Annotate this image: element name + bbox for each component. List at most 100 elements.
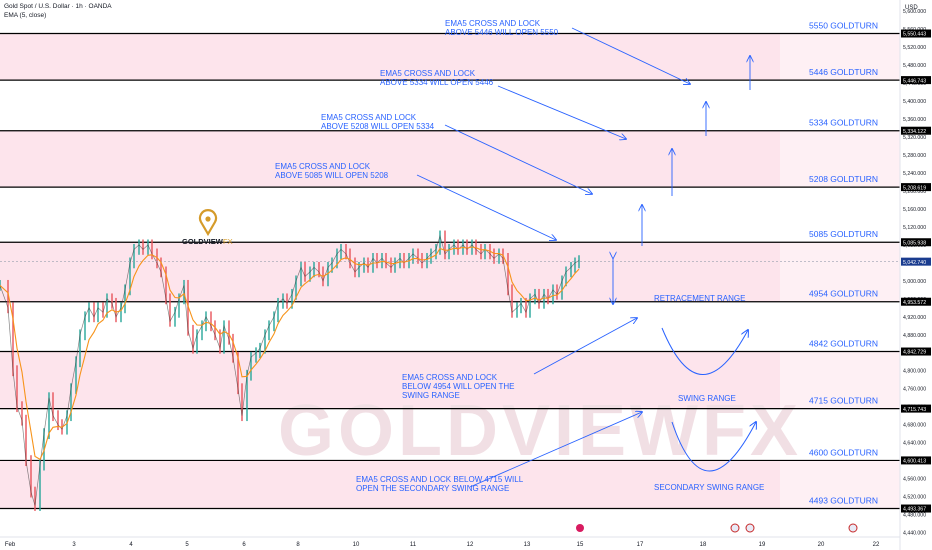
y-tick-label: 4,680.000 — [903, 423, 926, 429]
price-line — [0, 234, 580, 506]
zone-band — [0, 460, 900, 509]
level-price-tag — [901, 29, 931, 38]
level-price-tag-label: 4,600.413 — [903, 459, 926, 465]
y-tick-label: 5,400.000 — [903, 99, 926, 105]
x-tick-label: 19 — [759, 542, 766, 548]
x-tick-label: 11 — [410, 542, 417, 548]
x-tick-label: 20 — [818, 542, 825, 548]
y-tick-label: 5,240.000 — [903, 171, 926, 177]
annotation-text: ABOVE 5334 WILL OPEN 5446 — [380, 78, 494, 87]
current-price-tag-label: 5,042.740 — [903, 260, 926, 266]
projection-arrow — [469, 412, 642, 488]
symbol-title: Gold Spot / U.S. Dollar · 1h · OANDA — [4, 3, 112, 10]
indicator-label[interactable]: EMA (5, close) — [4, 12, 47, 19]
zone-band — [0, 242, 900, 302]
level-price-tag-label: 5,334.122 — [903, 129, 926, 135]
y-tick-label: 4,520.000 — [903, 495, 926, 501]
annotation-text: OPEN THE SECONDARY SWING RANGE — [356, 484, 509, 493]
annotation-text: EMA5 CROSS AND LOCK — [380, 69, 476, 78]
range-label: SECONDARY SWING RANGE — [654, 483, 764, 492]
goldview-logo: GOLDVIEW FX — [182, 209, 233, 246]
y-tick-label: 5,480.000 — [903, 63, 926, 69]
x-tick-label: 13 — [524, 542, 531, 548]
annotation-text: ABOVE 5208 WILL OPEN 5334 — [321, 122, 435, 131]
y-tick-label: 5,520.000 — [903, 45, 926, 51]
level-label: 5085 GOLDTURN — [809, 229, 878, 239]
y-tick-label: 5,440.000 — [903, 81, 926, 87]
logo-mark-icon — [198, 209, 218, 237]
level-label: 5446 GOLDTURN — [809, 67, 878, 77]
logo-dot-icon — [205, 216, 211, 222]
level-label: 4600 GOLDTURN — [809, 447, 878, 457]
event-icon — [576, 524, 584, 532]
logo-brand-right: FX — [223, 237, 233, 246]
annotation-text: EMA5 CROSS AND LOCK — [402, 373, 498, 382]
level-label: 4715 GOLDTURN — [809, 396, 878, 406]
annotation-text: EMA5 CROSS AND LOCK BELOW 4715 WILL — [356, 475, 524, 484]
level-label: 5208 GOLDTURN — [809, 174, 878, 184]
x-tick-label: Feb — [5, 542, 16, 548]
y-tick-label: 4,480.000 — [903, 513, 926, 519]
level-price-tag-label: 5,550.443 — [903, 32, 926, 38]
event-markers — [576, 523, 858, 533]
annotation-text: EMA5 CROSS AND LOCK — [275, 162, 371, 171]
level-price-tag — [901, 183, 931, 192]
level-lines: 5550 GOLDTURN 5446 GOLDTURN 5334 GOLDTURN 5… — [0, 21, 900, 510]
x-tick-label: 22 — [873, 542, 880, 548]
y-tick-label: 5,360.000 — [903, 117, 926, 123]
annotation-text: ABOVE 5446 WILL OPEN 5550 — [445, 28, 559, 37]
level-price-tag — [901, 404, 931, 413]
annotation-text: EMA5 CROSS AND LOCK — [445, 19, 541, 28]
level-price-tag — [901, 504, 931, 513]
level-price-tag — [901, 456, 931, 465]
level-price-tag — [901, 347, 931, 356]
x-tick-label: 18 — [700, 542, 707, 548]
level-label: 4493 GOLDTURN — [809, 496, 878, 506]
projection-arrow — [497, 85, 626, 139]
y-tick-label: 4,640.000 — [903, 441, 926, 447]
projection-arrow — [571, 27, 690, 84]
level-price-tag-label: 5,446.743 — [903, 78, 926, 84]
projection-arrows — [416, 27, 756, 488]
y-tick-label: 5,000.000 — [903, 279, 926, 285]
annotation-text: SWING RANGE — [402, 391, 460, 400]
us-flag-icon — [745, 523, 755, 533]
level-price-tag-label: 5,085.938 — [903, 240, 926, 246]
annotation-text: EMA5 CROSS AND LOCK — [321, 113, 417, 122]
level-price-tag — [901, 297, 931, 306]
x-tick-label: 5 — [185, 542, 189, 548]
x-tick-label: 6 — [242, 542, 246, 548]
level-label: 5334 GOLDTURN — [809, 118, 878, 128]
level-label: 4842 GOLDTURN — [809, 339, 878, 349]
level-label: 5550 GOLDTURN — [809, 21, 878, 31]
zone-band — [0, 130, 900, 188]
y-tick-label: 5,320.000 — [903, 135, 926, 141]
x-tick-label: 4 — [129, 542, 133, 548]
x-tick-label: 17 — [637, 542, 644, 548]
y-tick-label: 5,600.000 — [903, 9, 926, 15]
level-price-tag — [901, 238, 931, 247]
x-tick-label: 8 — [296, 542, 300, 548]
projection-arrow — [416, 174, 556, 240]
level-price-tag-label: 5,208.619 — [903, 185, 926, 191]
y-tick-label: 5,280.000 — [903, 153, 926, 159]
x-axis: Feb 3 4 5 6 8 10 11 12 13 15 17 18 19 20 22 — [0, 536, 900, 548]
annotation-text: ABOVE 5085 WILL OPEN 5208 — [275, 171, 389, 180]
y-axis-unit: USD — [905, 5, 918, 11]
annotation-text: BELOW 4954 WILL OPEN THE — [402, 382, 514, 391]
level-price-tag-label: 4,842.729 — [903, 350, 926, 356]
range-label: SWING RANGE — [678, 394, 736, 403]
projection-arrow — [533, 318, 637, 375]
level-price-tag-label: 4,953.572 — [903, 300, 926, 306]
y-tick-label: 5,200.000 — [903, 189, 926, 195]
y-tick-label: 4,880.000 — [903, 333, 926, 339]
ema-series — [0, 246, 580, 461]
y-tick-label: 4,440.000 — [903, 531, 926, 537]
x-tick-label: 3 — [72, 542, 76, 548]
y-tick-label: 5,120.000 — [903, 225, 926, 231]
level-price-tag — [901, 126, 931, 135]
zone-band — [0, 351, 900, 409]
y-axis: USD 4,440.000 4,480.000 4,520.000 4,560.000 4… — [899, 0, 932, 550]
